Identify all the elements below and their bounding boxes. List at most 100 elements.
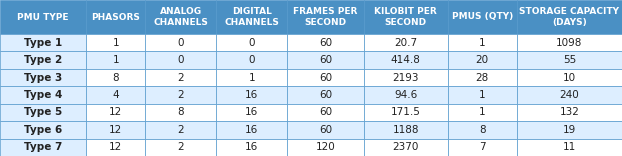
Bar <box>0 86 86 104</box>
Bar <box>448 34 517 51</box>
Bar <box>287 34 364 51</box>
Text: 1: 1 <box>113 38 119 48</box>
Bar <box>216 121 287 139</box>
Text: 55: 55 <box>563 55 576 65</box>
Text: 11: 11 <box>563 142 576 152</box>
Bar <box>146 121 216 139</box>
Bar <box>517 86 622 104</box>
Text: 1098: 1098 <box>556 38 583 48</box>
Text: 28: 28 <box>476 73 489 83</box>
Bar <box>86 69 146 86</box>
Text: 1: 1 <box>248 73 255 83</box>
Text: 120: 120 <box>315 142 335 152</box>
Bar <box>86 86 146 104</box>
Bar <box>287 69 364 86</box>
Text: 171.5: 171.5 <box>391 107 420 117</box>
Text: Type 4: Type 4 <box>24 90 62 100</box>
Text: 2193: 2193 <box>392 73 419 83</box>
Bar <box>448 86 517 104</box>
Bar <box>364 34 448 51</box>
Text: Type 6: Type 6 <box>24 125 62 135</box>
Bar <box>86 121 146 139</box>
Bar <box>216 0 287 34</box>
Text: 2: 2 <box>177 90 184 100</box>
Text: 0: 0 <box>178 38 184 48</box>
Text: 60: 60 <box>319 38 332 48</box>
Bar <box>216 139 287 156</box>
Text: 16: 16 <box>245 90 258 100</box>
Text: Type 1: Type 1 <box>24 38 62 48</box>
Text: 10: 10 <box>563 73 576 83</box>
Bar <box>287 121 364 139</box>
Text: 8: 8 <box>177 107 184 117</box>
Text: PMUS (QTY): PMUS (QTY) <box>452 12 513 22</box>
Bar <box>146 86 216 104</box>
Text: 2: 2 <box>177 73 184 83</box>
Text: 20.7: 20.7 <box>394 38 417 48</box>
Text: 60: 60 <box>319 107 332 117</box>
Bar <box>0 104 86 121</box>
Bar <box>0 0 86 34</box>
Bar <box>216 86 287 104</box>
Text: 16: 16 <box>245 107 258 117</box>
Bar <box>216 104 287 121</box>
Bar <box>86 139 146 156</box>
Text: Type 5: Type 5 <box>24 107 62 117</box>
Text: FRAMES PER
SECOND: FRAMES PER SECOND <box>293 7 358 27</box>
Bar <box>448 69 517 86</box>
Bar <box>216 51 287 69</box>
Bar <box>364 104 448 121</box>
Bar <box>216 69 287 86</box>
Text: 132: 132 <box>559 107 579 117</box>
Bar <box>86 51 146 69</box>
Text: 0: 0 <box>248 38 255 48</box>
Bar <box>517 139 622 156</box>
Bar <box>287 139 364 156</box>
Text: 60: 60 <box>319 73 332 83</box>
Bar <box>0 34 86 51</box>
Text: 94.6: 94.6 <box>394 90 417 100</box>
Bar <box>0 51 86 69</box>
Bar <box>216 34 287 51</box>
Text: 16: 16 <box>245 125 258 135</box>
Text: 1188: 1188 <box>392 125 419 135</box>
Bar <box>146 69 216 86</box>
Text: 1: 1 <box>479 90 486 100</box>
Bar <box>0 139 86 156</box>
Text: 7: 7 <box>479 142 486 152</box>
Text: Type 3: Type 3 <box>24 73 62 83</box>
Text: 0: 0 <box>178 55 184 65</box>
Bar <box>517 69 622 86</box>
Bar <box>86 104 146 121</box>
Text: Type 7: Type 7 <box>24 142 62 152</box>
Text: 1: 1 <box>113 55 119 65</box>
Text: PHASORS: PHASORS <box>91 12 140 22</box>
Bar <box>0 69 86 86</box>
Bar <box>86 0 146 34</box>
Text: 60: 60 <box>319 90 332 100</box>
Bar <box>448 139 517 156</box>
Text: 4: 4 <box>113 90 119 100</box>
Text: PMU TYPE: PMU TYPE <box>17 12 69 22</box>
Bar <box>364 0 448 34</box>
Bar <box>146 34 216 51</box>
Text: 8: 8 <box>113 73 119 83</box>
Text: 414.8: 414.8 <box>391 55 420 65</box>
Bar <box>364 51 448 69</box>
Text: 0: 0 <box>248 55 255 65</box>
Bar <box>287 86 364 104</box>
Bar <box>146 0 216 34</box>
Text: 240: 240 <box>560 90 579 100</box>
Bar <box>287 104 364 121</box>
Text: 2: 2 <box>177 125 184 135</box>
Bar <box>448 51 517 69</box>
Bar <box>364 121 448 139</box>
Bar <box>86 34 146 51</box>
Text: 12: 12 <box>109 142 123 152</box>
Bar <box>287 51 364 69</box>
Text: 8: 8 <box>479 125 486 135</box>
Text: 16: 16 <box>245 142 258 152</box>
Text: 60: 60 <box>319 125 332 135</box>
Text: 20: 20 <box>476 55 489 65</box>
Bar <box>517 34 622 51</box>
